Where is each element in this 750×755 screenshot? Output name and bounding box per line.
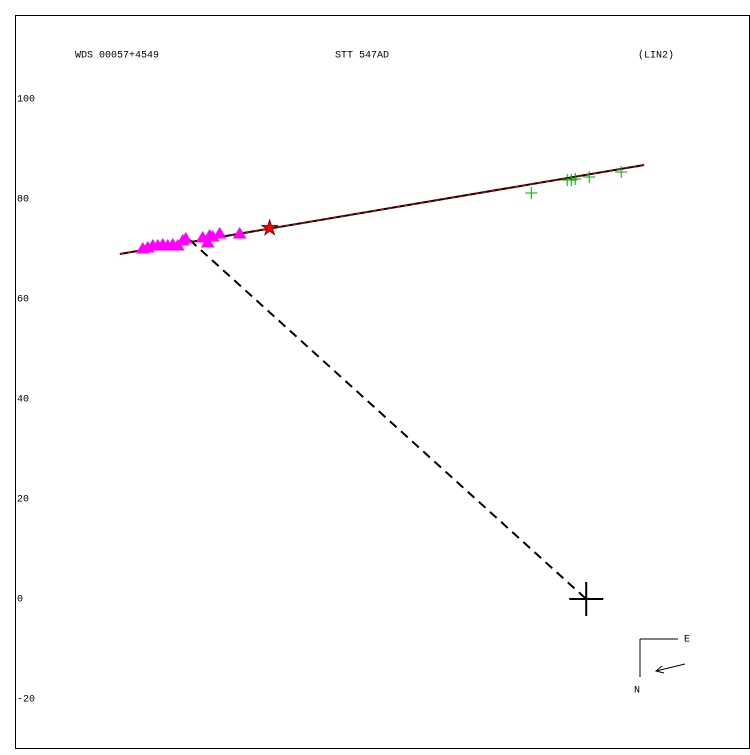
dashed-line: [189, 239, 587, 600]
y-tick-label: 20: [17, 495, 29, 506]
compass-label: E: [684, 635, 690, 646]
plus-marker: [525, 187, 538, 199]
triangle-marker: [178, 232, 193, 244]
y-tick-label: 60: [17, 295, 29, 306]
star-marker: [260, 218, 279, 236]
triangle-marker: [200, 236, 215, 248]
y-tick-label: 100: [17, 95, 35, 106]
triangle-marker: [232, 227, 247, 239]
triangle-marker: [212, 227, 227, 239]
y-tick-label: 80: [17, 195, 29, 206]
plus-marker: [569, 173, 582, 185]
plus-marker: [615, 166, 628, 178]
header-text: STT 547AD: [335, 51, 389, 62]
motion-arrowhead: [654, 665, 665, 674]
motion-arrow: [655, 663, 686, 672]
header-text: WDS 00057+4549: [75, 51, 159, 62]
y-tick-label: 0: [17, 595, 23, 606]
cross-marker: [569, 582, 604, 616]
y-tick-label: 40: [17, 395, 29, 406]
frame: [15, 15, 750, 749]
compass-label: N: [634, 686, 640, 697]
y-tick-label: -20: [17, 695, 35, 706]
header-text: (LIN2): [638, 50, 674, 62]
plus-marker: [583, 171, 596, 183]
compass: E N: [634, 635, 690, 697]
